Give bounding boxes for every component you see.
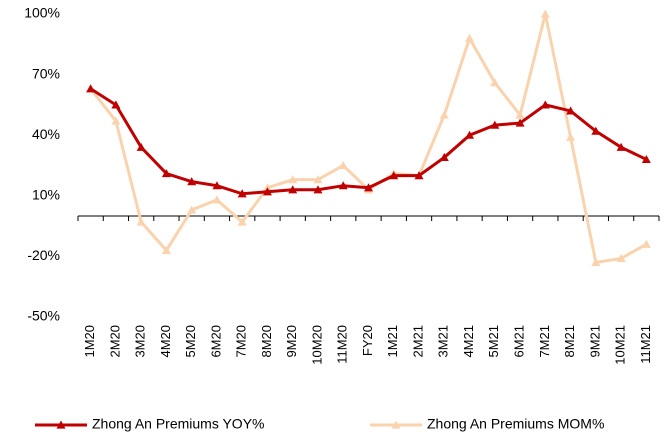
point-marker: [616, 142, 626, 151]
point-marker: [465, 130, 475, 139]
x-tick-label: 9M21: [587, 325, 602, 358]
point-marker: [591, 126, 601, 135]
point-marker: [212, 181, 222, 190]
point-marker: [540, 100, 550, 109]
point-marker: [288, 185, 298, 194]
point-marker: [161, 245, 171, 254]
point-marker: [237, 217, 247, 226]
point-marker: [111, 116, 121, 125]
x-tick-label: 2M21: [410, 325, 425, 358]
legend-label: Zhong An Premiums YOY%: [92, 416, 264, 432]
point-marker: [212, 195, 222, 204]
point-marker: [591, 257, 601, 267]
y-tick-label: 100%: [24, 5, 60, 21]
y-tick-label: -20%: [27, 247, 60, 263]
point-marker: [515, 110, 525, 119]
point-marker: [465, 33, 475, 42]
x-tick-label: 2M20: [107, 325, 122, 358]
y-tick-label: 70%: [32, 65, 60, 81]
x-tick-label: 7M21: [537, 325, 552, 358]
x-tick-label: 5M20: [183, 325, 198, 358]
legend-marker: [391, 420, 401, 429]
point-marker: [439, 152, 449, 162]
point-marker: [338, 181, 348, 190]
point-marker: [515, 118, 525, 127]
legend-label: Zhong An Premiums MOM%: [427, 416, 604, 432]
x-tick-label: FY20: [360, 325, 375, 356]
point-marker: [288, 175, 298, 184]
x-tick-label: 8M20: [259, 325, 274, 358]
point-marker: [86, 84, 96, 93]
point-marker: [490, 78, 500, 87]
point-marker: [161, 169, 171, 178]
x-tick-label: 6M20: [208, 325, 223, 358]
point-marker: [237, 189, 247, 198]
x-tick-label: 5M21: [486, 325, 501, 358]
series-line: [89, 13, 648, 265]
point-marker: [187, 205, 197, 214]
point-marker: [338, 161, 348, 170]
x-tick-label: 3M20: [133, 325, 148, 358]
point-marker: [262, 187, 272, 196]
point-marker: [136, 142, 146, 151]
x-tick-label: 3M21: [436, 325, 451, 358]
point-marker: [439, 110, 449, 119]
x-tick-label: 11M21: [638, 325, 653, 364]
point-marker: [566, 132, 576, 141]
point-marker: [490, 120, 500, 129]
x-tick-label: 7M20: [234, 325, 249, 358]
x-tick-label: 10M20: [309, 325, 324, 365]
point-marker: [414, 171, 424, 180]
y-tick-label: -50%: [27, 308, 60, 324]
legend-marker: [56, 420, 66, 429]
x-tick-label: 4M21: [461, 325, 476, 358]
x-tick-label: 10M21: [613, 325, 628, 365]
point-marker: [389, 171, 399, 180]
point-marker: [313, 185, 323, 194]
point-marker: [641, 154, 651, 164]
x-tick-label: 9M20: [284, 325, 299, 358]
x-tick-label: 1M20: [82, 325, 97, 358]
point-marker: [136, 217, 146, 226]
x-tick-label: 4M20: [158, 325, 173, 358]
point-marker: [111, 100, 121, 109]
y-tick-label: 40%: [32, 126, 60, 142]
y-tick-label: 10%: [32, 187, 60, 203]
point-marker: [313, 175, 323, 184]
point-marker: [540, 9, 550, 18]
point-marker: [616, 253, 626, 263]
x-tick-label: 8M21: [562, 325, 577, 358]
x-tick-label: 1M21: [385, 325, 400, 358]
point-marker: [187, 177, 197, 186]
x-tick-label: 6M21: [512, 325, 527, 358]
x-tick-label: 11M20: [335, 325, 350, 364]
point-marker: [364, 183, 373, 192]
point-marker: [566, 106, 576, 115]
point-marker: [641, 239, 651, 248]
